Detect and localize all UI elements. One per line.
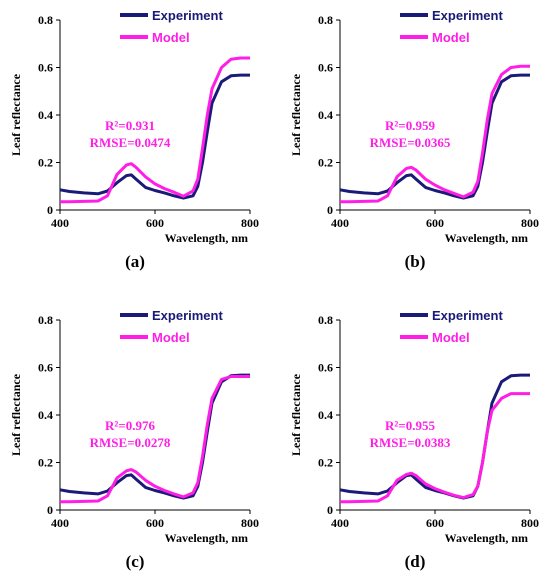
series-line-experiment	[339, 73, 530, 200]
legend-label: Model	[432, 30, 470, 45]
legend-label: Model	[432, 330, 470, 345]
y-tick-label: 0.6	[318, 61, 333, 75]
series-line-experiment	[59, 373, 250, 500]
y-tick-label: 0.4	[318, 108, 333, 122]
y-tick-label: 0	[47, 203, 53, 217]
panel-label: (d)	[405, 552, 426, 571]
y-tick-label: 0	[327, 203, 333, 217]
y-tick-label: 0.2	[318, 456, 333, 470]
x-tick-label: 400	[331, 216, 349, 230]
x-tick-label: 800	[241, 516, 259, 530]
series-line-model	[60, 375, 250, 504]
rmse-annotation: RMSE=0.0278	[90, 435, 171, 450]
series-line-experiment	[59, 73, 250, 200]
legend-label: Experiment	[152, 308, 223, 323]
rmse-annotation: RMSE=0.0474	[90, 135, 171, 150]
y-tick-label: 0.8	[318, 13, 333, 27]
y-tick-label: 0.6	[318, 361, 333, 375]
y-tick-label: 0.4	[318, 408, 333, 422]
x-tick-label: 400	[51, 216, 69, 230]
y-tick-label: 0.8	[318, 313, 333, 327]
y-tick-label: 0.4	[38, 408, 53, 422]
y-tick-label: 0.8	[38, 13, 53, 27]
y-tick-label: 0	[47, 503, 53, 517]
x-tick-label: 600	[146, 516, 164, 530]
x-tick-label: 400	[331, 516, 349, 530]
legend-label: Experiment	[152, 8, 223, 23]
rmse-annotation: RMSE=0.0365	[370, 135, 451, 150]
r-squared-annotation: R²=0.931	[105, 118, 155, 133]
legend-label: Experiment	[432, 8, 503, 23]
panel-label: (c)	[126, 552, 145, 571]
r-squared-annotation: R²=0.955	[385, 418, 435, 433]
x-axis-title: Wavelength, nm	[445, 231, 528, 245]
panel-label: (a)	[125, 252, 145, 271]
legend-label: Model	[152, 30, 190, 45]
r-squared-annotation: R²=0.976	[105, 418, 155, 433]
y-tick-label: 0.2	[318, 156, 333, 170]
x-tick-label: 800	[521, 216, 539, 230]
series-line-model	[340, 64, 530, 204]
y-axis-title: Leaf reflectance	[9, 373, 23, 456]
x-axis-title: Wavelength, nm	[165, 231, 248, 245]
x-tick-label: 600	[146, 216, 164, 230]
y-tick-label: 0	[327, 503, 333, 517]
y-tick-label: 0.2	[38, 456, 53, 470]
y-tick-label: 0.6	[38, 361, 53, 375]
x-axis-title: Wavelength, nm	[445, 531, 528, 545]
legend-label: Model	[152, 330, 190, 345]
y-tick-label: 0.2	[38, 156, 53, 170]
series-line-model	[340, 392, 530, 504]
x-tick-label: 400	[51, 516, 69, 530]
y-axis-title: Leaf reflectance	[289, 373, 303, 456]
r-squared-annotation: R²=0.959	[385, 118, 435, 133]
y-tick-label: 0.4	[38, 108, 53, 122]
rmse-annotation: RMSE=0.0383	[370, 435, 451, 450]
x-tick-label: 600	[426, 516, 444, 530]
panel-label: (b)	[405, 252, 426, 271]
series-line-model	[60, 56, 250, 204]
x-tick-label: 800	[521, 516, 539, 530]
x-axis-title: Wavelength, nm	[165, 531, 248, 545]
y-tick-label: 0.6	[38, 61, 53, 75]
legend-label: Experiment	[432, 308, 503, 323]
x-tick-label: 600	[426, 216, 444, 230]
y-tick-label: 0.8	[38, 313, 53, 327]
y-axis-title: Leaf reflectance	[289, 73, 303, 156]
x-tick-label: 800	[241, 216, 259, 230]
y-axis-title: Leaf reflectance	[9, 73, 23, 156]
